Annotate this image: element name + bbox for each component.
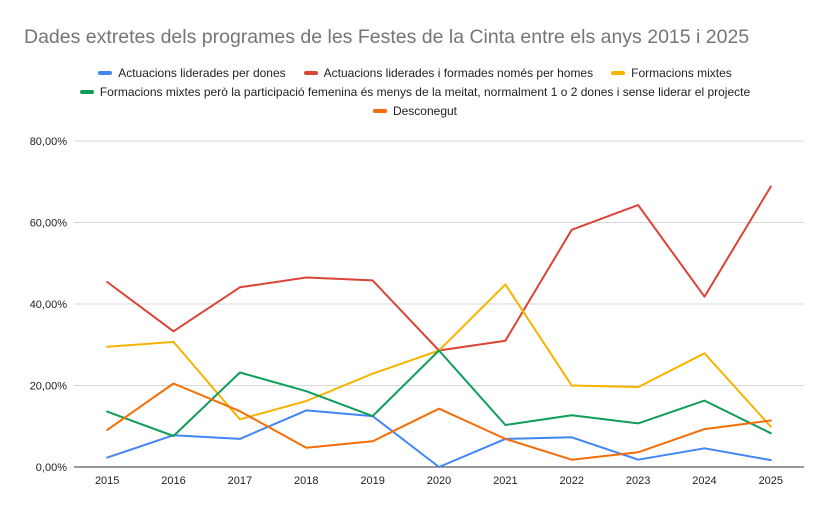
- x-tick-label: 2020: [427, 475, 451, 487]
- x-tick-label: 2024: [692, 475, 716, 487]
- series-line-1: [106, 185, 772, 352]
- x-tick-label: 2015: [95, 475, 119, 487]
- chart-title: Dades extretes dels programes de les Fes…: [24, 26, 750, 48]
- x-tick-label: 2022: [559, 475, 583, 487]
- legend-label-desconegut: Desconegut: [392, 104, 458, 118]
- legend-item-desconegut[interactable]: Desconegut: [372, 104, 458, 118]
- legend-item-homes[interactable]: Actuacions liderades i formades només pe…: [303, 66, 594, 80]
- legend-item-mixtes[interactable]: Formacions mixtes: [611, 66, 732, 80]
- legend-swatch-mixtes: [611, 71, 626, 75]
- x-tick-label: 2023: [626, 475, 650, 487]
- y-tick-label: 80,00%: [30, 136, 68, 148]
- y-tick-label: 60,00%: [30, 218, 68, 230]
- x-tick-label: 2018: [294, 475, 318, 487]
- legend-label-dones: Actuacions liderades per dones: [118, 66, 286, 80]
- legend-swatch-mixtes-minoria: [79, 90, 94, 94]
- x-tick-label: 2021: [493, 475, 517, 487]
- legend-label-homes: Actuacions liderades i formades només pe…: [323, 66, 594, 80]
- y-tick-label: 40,00%: [30, 299, 68, 311]
- series-line-0: [106, 409, 772, 468]
- legend-label-mixtes: Formacions mixtes: [631, 66, 732, 80]
- legend-swatch-homes: [303, 71, 318, 75]
- legend-item-mixtes-minoria[interactable]: Formacions mixtes però la participació f…: [79, 85, 751, 99]
- x-tick-label: 2019: [360, 475, 384, 487]
- legend-row: Desconegut: [0, 104, 830, 118]
- legend-row: Actuacions liderades per dones Actuacion…: [0, 66, 830, 80]
- x-tick-label: 2025: [759, 475, 783, 487]
- legend-label-mixtes-minoria: Formacions mixtes però la participació f…: [99, 85, 751, 99]
- series-line-3: [106, 349, 772, 437]
- legend-item-dones[interactable]: Actuacions liderades per dones: [98, 66, 286, 80]
- legend-swatch-dones: [98, 71, 113, 75]
- x-tick-label: 2017: [228, 475, 252, 487]
- legend-swatch-desconegut: [372, 109, 387, 113]
- legend-row: Formacions mixtes però la participació f…: [0, 85, 830, 99]
- x-tick-label: 2016: [161, 475, 185, 487]
- y-tick-label: 0,00%: [36, 462, 67, 474]
- y-tick-label: 20,00%: [30, 381, 68, 393]
- series-line-4: [106, 382, 772, 461]
